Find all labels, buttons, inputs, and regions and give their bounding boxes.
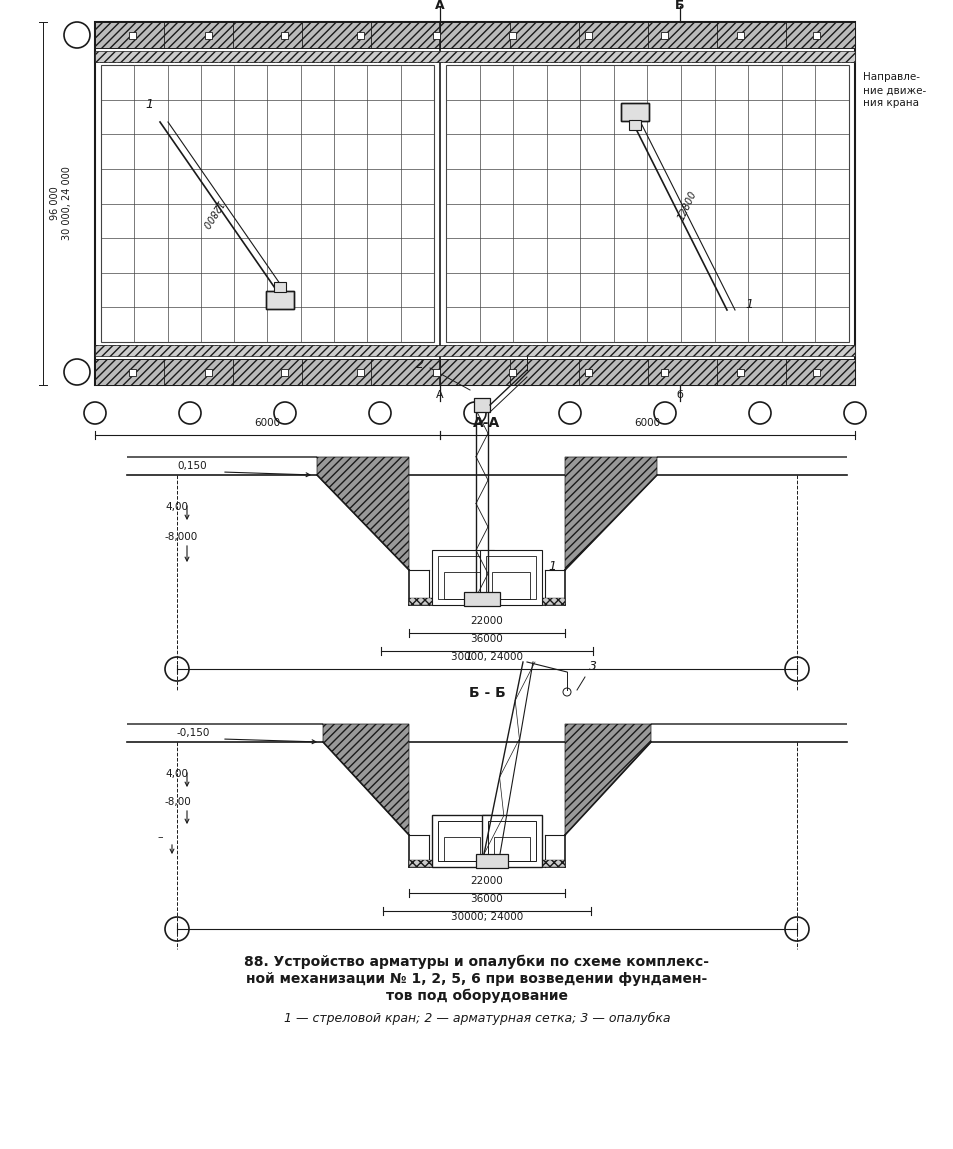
Text: 1: 1 <box>744 299 752 311</box>
Bar <box>660 31 668 39</box>
Bar <box>437 822 485 861</box>
Polygon shape <box>127 724 409 835</box>
Text: Б - Б: Б - Б <box>468 686 505 700</box>
Text: 96 000: 96 000 <box>50 186 60 221</box>
Text: 30 000, 24 000: 30 000, 24 000 <box>62 167 71 240</box>
Text: –: – <box>157 832 162 842</box>
Text: 2: 2 <box>416 358 423 371</box>
Text: -0,150: -0,150 <box>177 728 211 738</box>
Bar <box>281 31 288 39</box>
Bar <box>737 369 743 376</box>
Text: 30000, 24000: 30000, 24000 <box>451 651 522 662</box>
Bar <box>281 369 288 376</box>
Bar <box>95 345 854 356</box>
Text: 12800: 12800 <box>676 190 698 222</box>
Bar <box>409 597 564 606</box>
Text: А-А: А-А <box>473 416 500 430</box>
Bar <box>628 119 640 130</box>
Text: 88. Устройство арматуры и опалубки по схеме комплекс-: 88. Устройство арматуры и опалубки по сх… <box>244 955 709 970</box>
Bar <box>437 556 488 599</box>
Bar <box>476 854 507 867</box>
Bar <box>585 31 592 39</box>
Bar <box>101 65 434 342</box>
Text: б: б <box>676 390 682 400</box>
Bar <box>205 31 213 39</box>
Text: 1: 1 <box>145 99 152 111</box>
Bar <box>474 398 490 412</box>
Bar <box>585 369 592 376</box>
Text: ной механизации № 1, 2, 5, 6 при возведении фундамен-: ной механизации № 1, 2, 5, 6 при возведе… <box>246 972 707 986</box>
Bar <box>266 291 294 309</box>
Bar <box>130 369 136 376</box>
Bar <box>433 369 440 376</box>
Text: А: А <box>436 390 443 400</box>
Bar <box>620 103 648 121</box>
Bar <box>130 31 136 39</box>
Text: 6000: 6000 <box>634 418 659 427</box>
Text: А: А <box>435 0 444 11</box>
Text: -8,00: -8,00 <box>165 797 192 807</box>
Bar <box>432 550 494 606</box>
Bar <box>660 369 668 376</box>
Text: тов под оборудование: тов под оборудование <box>386 989 567 1003</box>
Bar <box>463 592 499 606</box>
Bar <box>737 31 743 39</box>
Bar <box>488 822 536 861</box>
Text: 3: 3 <box>588 661 597 673</box>
Bar <box>95 22 854 48</box>
Text: 4,00: 4,00 <box>165 502 188 512</box>
Text: Направле-
ние движе-
ния крана: Направле- ние движе- ния крана <box>862 72 925 108</box>
Text: 36000: 36000 <box>470 894 503 904</box>
Bar <box>813 369 820 376</box>
Bar <box>485 556 536 599</box>
Bar <box>494 836 530 861</box>
Text: 1: 1 <box>547 561 556 573</box>
Bar <box>432 815 492 867</box>
Text: 1 — стреловой кран; 2 — арматурная сетка; 3 — опалубка: 1 — стреловой кран; 2 — арматурная сетка… <box>283 1012 670 1025</box>
Bar <box>95 51 854 62</box>
Bar <box>479 550 541 606</box>
Bar <box>433 31 440 39</box>
Text: 4,00: 4,00 <box>165 769 188 779</box>
Bar <box>813 31 820 39</box>
Bar <box>409 859 564 867</box>
Text: 22000: 22000 <box>470 616 503 626</box>
Bar <box>205 369 213 376</box>
Bar <box>357 31 364 39</box>
Bar <box>481 815 541 867</box>
Bar <box>95 358 854 385</box>
Bar <box>509 31 516 39</box>
Text: 12800: 12800 <box>198 198 224 230</box>
Text: 22000: 22000 <box>470 876 503 886</box>
Text: -8,000: -8,000 <box>165 532 198 542</box>
Bar <box>509 369 516 376</box>
Text: 6000: 6000 <box>254 418 280 427</box>
Polygon shape <box>127 457 409 570</box>
Text: 0,150: 0,150 <box>177 461 207 471</box>
Text: Б: Б <box>675 0 684 11</box>
Text: 36000: 36000 <box>470 634 503 643</box>
Text: 30000; 24000: 30000; 24000 <box>451 912 522 921</box>
Bar <box>492 572 530 599</box>
Polygon shape <box>564 724 846 835</box>
Bar <box>95 22 854 385</box>
Bar <box>357 369 364 376</box>
Bar <box>620 103 648 121</box>
Bar <box>274 282 286 292</box>
Bar <box>443 572 481 599</box>
Text: 1: 1 <box>463 650 472 663</box>
Polygon shape <box>564 457 846 570</box>
Bar <box>266 291 294 309</box>
Bar <box>446 65 848 342</box>
Bar <box>443 836 479 861</box>
